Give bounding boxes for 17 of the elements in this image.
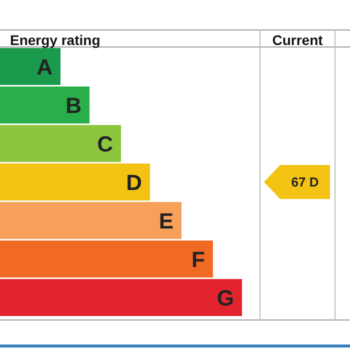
y-tick-label: D <box>126 170 142 195</box>
y-tick-label: C <box>97 131 114 156</box>
bar <box>0 125 121 162</box>
bar <box>0 240 213 278</box>
text: 67 D <box>291 174 319 190</box>
y-tick-label: E <box>158 208 174 234</box>
bar <box>0 86 90 124</box>
bar <box>0 48 60 85</box>
bar <box>0 202 182 239</box>
y-tick-label: A <box>36 54 53 80</box>
bar <box>0 279 242 316</box>
bar <box>0 164 150 200</box>
y-tick-label: F <box>192 246 205 272</box>
text: Current <box>272 32 324 48</box>
y-tick-label: B <box>66 92 82 118</box>
y-tick-label: G <box>216 285 234 310</box>
chart-title: Energy rating <box>10 32 100 48</box>
